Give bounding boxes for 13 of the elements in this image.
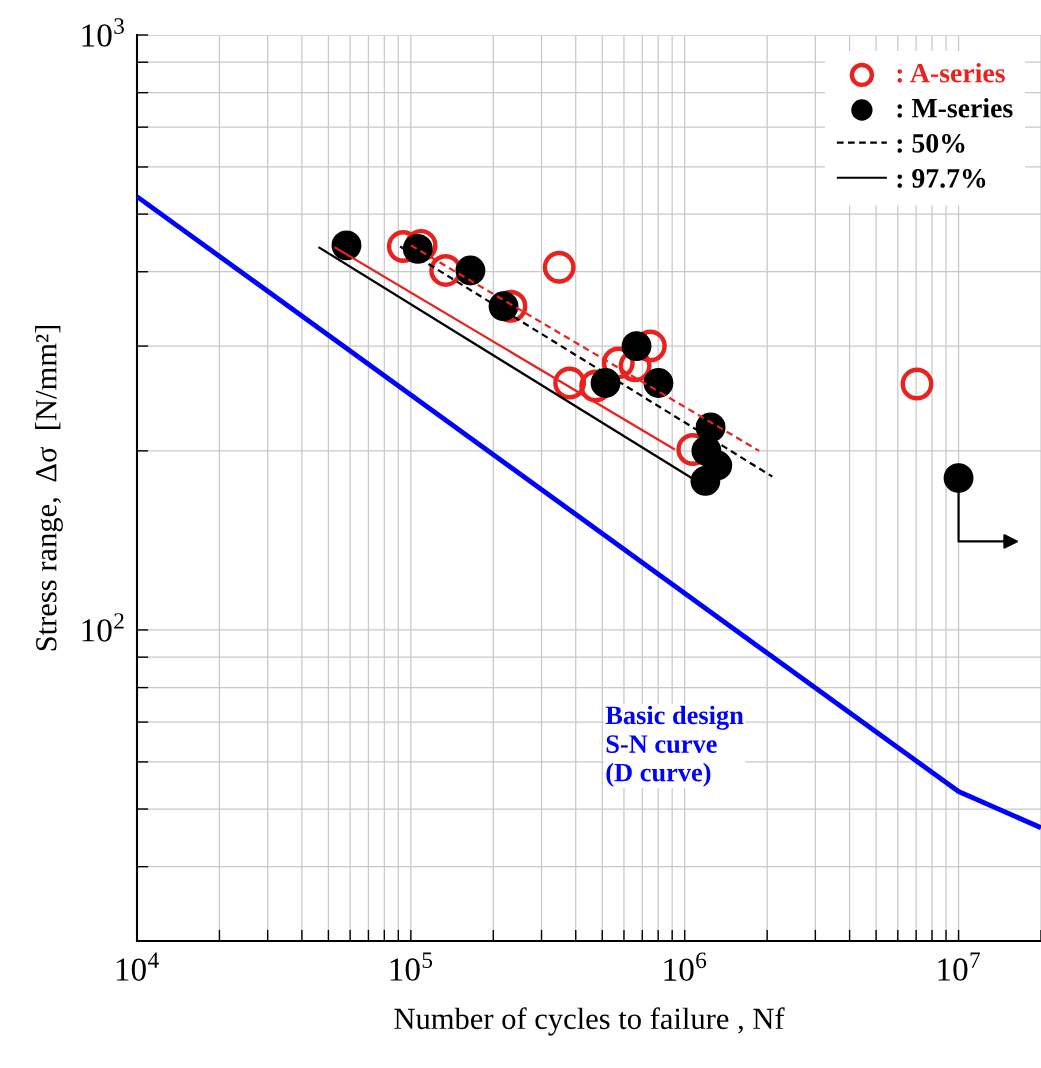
x-axis-title: Number of cycles to failure , Nf <box>394 1007 785 1036</box>
legend-label: : A-series <box>897 62 1005 83</box>
x-tick-label: 10$^{4}$ <box>116 952 159 981</box>
x-tick-label: 10$^{6}$ <box>664 952 707 981</box>
y-axis-title: Stress range, Δσ [N/mm²] <box>35 325 63 651</box>
y-tick-label: 10$^{2}$ <box>82 613 124 642</box>
annotation: Basic design S-N curve (D curve) <box>605 705 744 787</box>
y-tick-label: 10$^{3}$ <box>82 18 124 47</box>
legend-label: : 97.7% <box>897 169 986 188</box>
x-tick-label: 10$^{7}$ <box>938 952 981 981</box>
legend-label: : 50% <box>897 133 965 153</box>
x-tick-label: 10$^{5}$ <box>390 952 433 981</box>
legend-label: : M-series <box>897 98 1013 118</box>
